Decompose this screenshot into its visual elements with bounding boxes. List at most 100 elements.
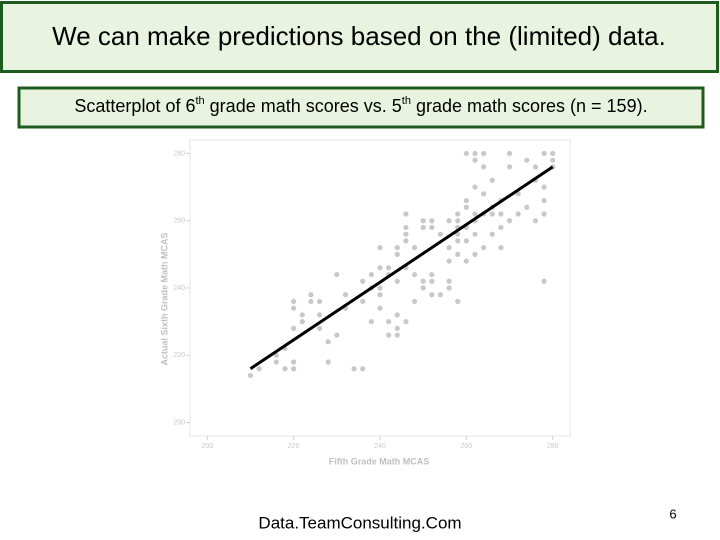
point	[351, 366, 357, 372]
point	[420, 285, 426, 291]
point	[403, 211, 409, 217]
point	[429, 278, 435, 284]
point	[550, 157, 556, 163]
point	[377, 292, 383, 298]
point	[541, 150, 547, 157]
point	[541, 211, 547, 217]
point	[429, 218, 435, 224]
point	[316, 312, 323, 318]
point	[541, 184, 547, 190]
point	[481, 191, 487, 197]
point	[463, 204, 469, 210]
point	[524, 157, 530, 163]
point	[455, 298, 461, 305]
point	[308, 292, 314, 298]
y-axis-label: Actual Sixth Grade Math MCAS	[159, 232, 169, 365]
caption-box	[17, 86, 705, 129]
point	[334, 271, 340, 278]
point	[394, 251, 400, 257]
point	[316, 325, 323, 331]
point	[360, 298, 366, 305]
point	[411, 298, 418, 305]
point	[256, 366, 262, 372]
caption-part: grade math scores vs. 5	[205, 96, 402, 116]
point	[247, 372, 254, 379]
point	[325, 339, 331, 345]
point	[377, 285, 383, 291]
point	[455, 251, 461, 257]
point	[446, 285, 452, 291]
title-box	[0, 1, 719, 73]
point	[291, 305, 297, 311]
caption-part: Scatterplot of 6	[74, 96, 195, 116]
point	[316, 298, 323, 305]
point	[437, 231, 444, 237]
x-tick-label: 260	[461, 443, 473, 450]
caption-part: grade math scores (n = 159).	[411, 96, 648, 116]
point	[541, 197, 547, 204]
point	[481, 150, 487, 157]
point	[394, 312, 400, 318]
point	[481, 164, 487, 170]
point	[472, 251, 478, 257]
caption-sup: th	[195, 95, 204, 107]
point	[429, 292, 435, 298]
point	[463, 150, 469, 157]
point	[446, 218, 452, 224]
point	[541, 278, 547, 284]
point	[308, 298, 314, 305]
point	[291, 366, 297, 372]
point	[394, 332, 400, 338]
footer: Data.TeamConsulting.Com	[258, 513, 461, 532]
point	[489, 177, 495, 183]
point	[498, 211, 504, 217]
plot: 200 220 240 260 280 200 220 240 260 280	[173, 150, 558, 450]
point	[532, 218, 539, 224]
point	[403, 224, 409, 231]
x-tick-label: 280	[547, 443, 559, 450]
point	[532, 164, 539, 170]
point	[386, 265, 392, 271]
point	[394, 278, 400, 284]
point	[550, 150, 556, 157]
point	[429, 271, 435, 278]
point	[377, 245, 383, 251]
point	[291, 325, 297, 331]
trend-line	[249, 165, 554, 370]
point	[411, 245, 418, 251]
point	[325, 359, 331, 365]
point	[360, 366, 366, 372]
point	[386, 319, 392, 325]
x-tick-label: 220	[288, 443, 300, 450]
point	[472, 231, 478, 237]
point	[446, 278, 452, 284]
point	[403, 238, 409, 244]
point	[489, 231, 495, 237]
point	[463, 197, 469, 204]
point	[334, 332, 340, 338]
point	[386, 332, 392, 338]
y-tick-label: 220	[173, 352, 185, 359]
caption: Scatterplot of 6th grade math scores vs.…	[74, 95, 647, 116]
point	[368, 319, 374, 325]
point	[472, 157, 478, 163]
y-tick-label: 240	[173, 285, 185, 292]
point	[446, 258, 452, 264]
point	[506, 150, 513, 157]
point	[403, 319, 409, 325]
point	[273, 359, 279, 365]
page-number: 6	[669, 506, 676, 521]
point	[394, 325, 400, 331]
point	[377, 305, 383, 311]
point	[524, 204, 530, 210]
point	[291, 298, 297, 305]
point	[420, 224, 426, 231]
point	[455, 218, 461, 224]
point	[342, 292, 349, 298]
point	[455, 211, 461, 217]
y-tick-label: 200	[173, 419, 185, 426]
point	[429, 224, 435, 231]
point	[360, 278, 366, 284]
point	[299, 319, 305, 325]
